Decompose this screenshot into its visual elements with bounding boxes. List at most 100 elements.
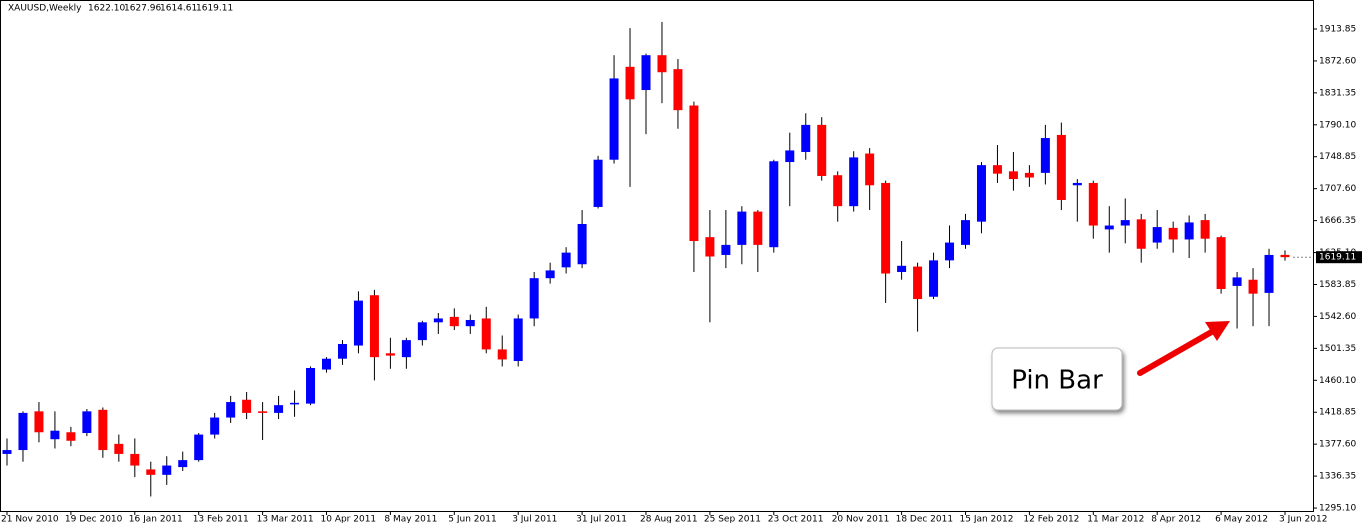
candle-body <box>449 316 459 327</box>
x-tick-label: 25 Sep 2011 <box>704 515 761 523</box>
candle-body <box>1104 225 1114 230</box>
candle-body <box>242 399 252 413</box>
x-tick-label: 18 Dec 2011 <box>896 515 954 523</box>
candle-body <box>577 223 587 265</box>
y-tick-label: 1418.85 <box>1319 408 1356 418</box>
candle-body <box>801 124 811 152</box>
x-tick-label: 6 May 2012 <box>1215 515 1268 523</box>
candle-body <box>897 265 907 272</box>
x-tick-label: 20 Nov 2011 <box>832 515 890 523</box>
candle-body <box>417 322 427 341</box>
candle-body <box>865 153 875 186</box>
candle-body <box>833 175 843 207</box>
close-label: 1619.11 <box>196 4 233 14</box>
candle-body <box>609 78 619 160</box>
candle-body <box>1232 277 1242 286</box>
candle-body <box>385 353 395 356</box>
y-tick-label: 1542.60 <box>1319 312 1356 322</box>
x-tick-label: 13 Feb 2011 <box>193 515 249 523</box>
y-tick-label: 1790.10 <box>1319 120 1356 130</box>
x-tick-label: 3 Jul 2011 <box>512 515 557 523</box>
y-tick-label: 1831.35 <box>1319 88 1356 98</box>
candle-body <box>1008 171 1018 180</box>
candle-body <box>976 165 986 222</box>
candle-body <box>561 252 571 268</box>
annotation-box <box>991 347 1123 411</box>
candle-body <box>689 105 699 242</box>
annotation-arrow <box>1137 327 1218 376</box>
y-tick-label: 1336.35 <box>1319 472 1356 482</box>
candle-body <box>881 182 891 274</box>
candle-body <box>162 465 172 475</box>
candle-body <box>1136 219 1146 249</box>
candle-body <box>130 453 140 466</box>
y-tick-label: 1872.60 <box>1319 56 1356 66</box>
candle-body <box>2 450 12 454</box>
candle-body <box>992 165 1002 174</box>
y-tick-label: 1377.60 <box>1319 440 1356 450</box>
candle-body <box>1152 227 1162 243</box>
candle-body <box>1120 220 1130 226</box>
candle-body <box>945 242 955 261</box>
x-tick-label: 13 Mar 2011 <box>257 515 314 523</box>
candle-body <box>1184 222 1194 240</box>
candle-body <box>753 211 763 245</box>
x-tick-label: 8 Apr 2012 <box>1151 515 1201 523</box>
x-tick-label: 28 Aug 2011 <box>640 515 698 523</box>
candle-body <box>657 55 667 73</box>
y-tick-label: 1748.85 <box>1319 152 1356 162</box>
symbol-label: XAUUSD,Weekly <box>8 4 82 14</box>
x-tick-label: 16 Jan 2011 <box>129 515 183 523</box>
candle-body <box>481 318 491 350</box>
candle-body <box>290 402 300 405</box>
x-tick-label: 8 May 2011 <box>384 515 437 523</box>
candle-body <box>497 349 507 360</box>
candle-body <box>353 300 363 346</box>
price-label: 1619.11 <box>1319 253 1356 263</box>
candle-body <box>401 340 411 358</box>
candle-body <box>1248 279 1258 294</box>
candle-body <box>641 55 651 91</box>
candle-body <box>98 409 108 451</box>
plot-frame <box>0 0 1314 512</box>
candle-body <box>705 237 715 257</box>
candle-body <box>226 402 236 418</box>
y-tick-label: 1913.85 <box>1319 24 1356 34</box>
candle-body <box>1040 138 1050 173</box>
candle-body <box>50 430 60 440</box>
candle-body <box>625 66 635 100</box>
candle-body <box>545 270 555 279</box>
candle-body <box>82 411 92 434</box>
candle-body <box>961 220 970 245</box>
candle-body <box>1264 254 1274 293</box>
candle-body <box>146 469 156 475</box>
candle-body <box>178 460 188 468</box>
candle-body <box>210 417 220 435</box>
y-tick-label: 1295.10 <box>1319 504 1356 514</box>
candle-body <box>337 343 347 359</box>
candle-body <box>369 295 379 358</box>
x-tick-label: 10 Apr 2011 <box>321 515 377 523</box>
candle-body <box>18 412 28 451</box>
y-tick-label: 1501.35 <box>1319 344 1356 354</box>
candle-body <box>1216 237 1226 290</box>
x-tick-label: 12 Feb 2012 <box>1023 515 1079 523</box>
annotation: Pin Bar <box>1011 366 1103 396</box>
candle-body <box>929 260 939 297</box>
y-tick-label: 1460.10 <box>1319 376 1356 386</box>
y-tick-label: 1666.35 <box>1319 216 1356 226</box>
candle-body <box>593 159 603 207</box>
candle-body <box>721 244 731 255</box>
x-tick-label: 21 Nov 2010 <box>1 515 59 523</box>
x-tick-label: 5 Jun 2011 <box>448 515 496 523</box>
candle-body <box>1280 254 1290 258</box>
candle-body <box>1024 172 1034 178</box>
candle-body <box>433 318 443 323</box>
x-tick-label: 19 Dec 2010 <box>65 515 123 523</box>
x-tick-label: 11 Mar 2012 <box>1087 515 1144 523</box>
x-tick-label: 3 Jun 2012 <box>1279 515 1327 523</box>
y-tick-label: 1583.85 <box>1319 280 1356 290</box>
y-tick-label: 1707.60 <box>1319 184 1356 194</box>
candle-body <box>66 432 76 441</box>
candle-body <box>769 161 779 248</box>
